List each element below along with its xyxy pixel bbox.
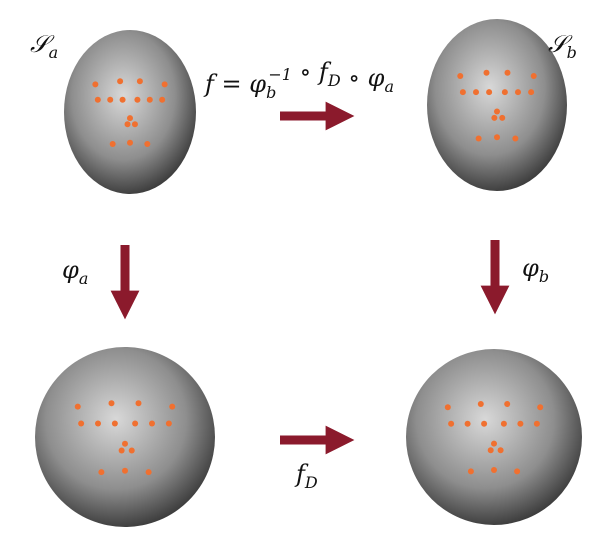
landmark bbox=[473, 89, 479, 95]
landmark bbox=[120, 97, 126, 103]
landmark bbox=[476, 136, 482, 142]
landmark bbox=[505, 70, 511, 76]
landmark bbox=[127, 140, 133, 146]
label-part: a bbox=[384, 77, 394, 96]
landmark bbox=[531, 73, 537, 79]
landmark bbox=[537, 404, 543, 410]
label-part: b bbox=[539, 267, 549, 286]
label-part: b bbox=[567, 43, 577, 62]
landmark bbox=[517, 421, 523, 427]
landmark bbox=[488, 447, 494, 453]
landmark bbox=[127, 115, 133, 121]
landmark bbox=[75, 404, 81, 410]
landmark bbox=[494, 134, 500, 140]
landmark bbox=[512, 136, 518, 142]
landmark bbox=[494, 108, 500, 114]
label-part: b bbox=[266, 83, 276, 102]
landmark bbox=[122, 441, 128, 447]
landmark bbox=[528, 89, 534, 95]
landmark bbox=[491, 115, 497, 121]
landmark bbox=[162, 81, 168, 87]
landmark bbox=[486, 89, 492, 95]
landmark bbox=[110, 141, 116, 147]
landmark bbox=[78, 421, 84, 427]
landmark bbox=[169, 404, 175, 410]
landmark bbox=[144, 141, 150, 147]
landmark bbox=[502, 89, 508, 95]
landmark bbox=[137, 78, 143, 84]
landmark bbox=[491, 441, 497, 447]
label-part: φ bbox=[522, 254, 539, 282]
landmark bbox=[515, 89, 521, 95]
landmark bbox=[132, 421, 138, 427]
landmark bbox=[149, 421, 155, 427]
landmark bbox=[501, 421, 507, 427]
label-part: f = φ bbox=[203, 70, 266, 98]
figure: 𝒮a 𝒮b f = φb−1 ∘ fD ∘ φa φa φb fD bbox=[0, 0, 610, 552]
landmark bbox=[448, 421, 454, 427]
landmark bbox=[514, 468, 520, 474]
disk-source bbox=[35, 347, 215, 527]
landmark bbox=[465, 421, 471, 427]
landmark bbox=[109, 400, 115, 406]
landmark bbox=[92, 81, 98, 87]
landmark bbox=[484, 70, 490, 76]
landmark bbox=[166, 421, 172, 427]
label-part: D bbox=[327, 71, 341, 90]
landmark bbox=[147, 97, 153, 103]
label-part: ∘ f bbox=[292, 58, 332, 86]
landmark bbox=[95, 421, 101, 427]
landmark bbox=[132, 121, 138, 127]
landmark bbox=[129, 448, 135, 454]
landmark bbox=[491, 467, 497, 473]
landmark bbox=[498, 447, 504, 453]
landmark bbox=[112, 421, 118, 427]
landmark bbox=[136, 400, 142, 406]
landmark bbox=[499, 115, 505, 121]
face-source bbox=[64, 30, 196, 194]
label-part: a bbox=[79, 269, 89, 288]
landmark bbox=[95, 97, 101, 103]
landmark bbox=[159, 97, 165, 103]
landmark bbox=[460, 89, 466, 95]
landmark bbox=[117, 78, 123, 84]
label-part: φ bbox=[62, 256, 79, 284]
landmark bbox=[122, 468, 128, 474]
label-part: ∘ φ bbox=[341, 64, 385, 92]
landmark bbox=[457, 73, 463, 79]
landmark bbox=[478, 401, 484, 407]
landmark bbox=[481, 421, 487, 427]
landmark bbox=[146, 469, 152, 475]
landmark bbox=[107, 97, 113, 103]
landmark bbox=[119, 448, 125, 454]
face-target bbox=[427, 19, 567, 191]
label-part: a bbox=[49, 43, 59, 62]
landmark bbox=[445, 404, 451, 410]
landmark bbox=[504, 401, 510, 407]
landmark bbox=[134, 97, 140, 103]
label-part: −1 bbox=[268, 65, 292, 84]
label-part: D bbox=[304, 473, 318, 492]
disk-target bbox=[406, 349, 582, 525]
landmark bbox=[468, 468, 474, 474]
landmark bbox=[125, 121, 131, 127]
landmark bbox=[534, 421, 540, 427]
landmark bbox=[98, 469, 104, 475]
